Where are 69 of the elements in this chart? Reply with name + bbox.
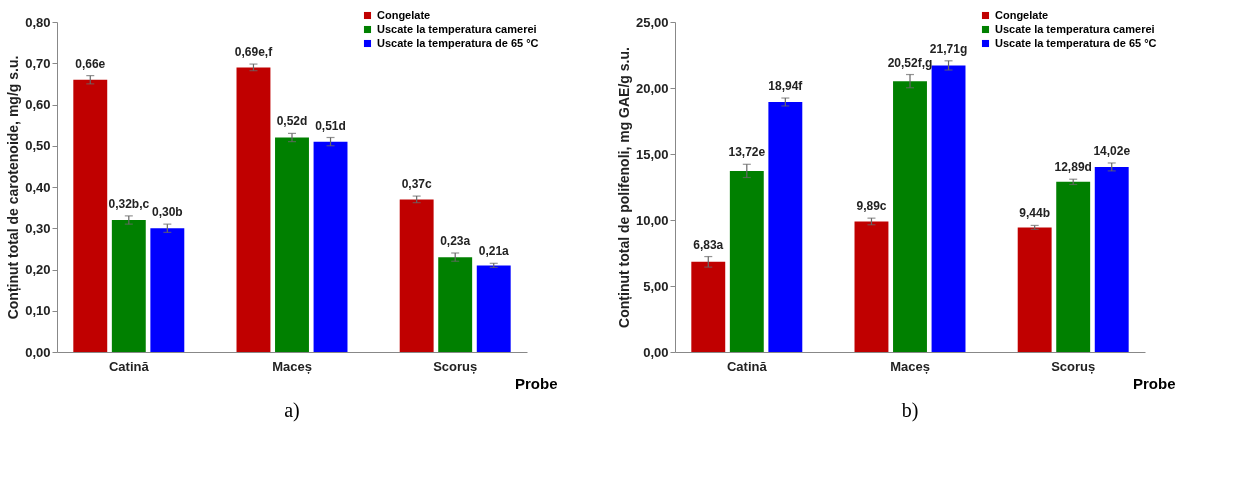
data-label: 0,21a [478,244,510,259]
bar [691,261,726,352]
data-label: 0,52d [276,114,308,129]
bar [729,170,764,352]
bar [1094,166,1129,352]
legend-label: Congelate [377,8,431,21]
data-label: 18,94f [768,79,804,94]
bar [150,228,185,352]
y-tick-label: 15,00 [635,146,669,162]
data-label: 0,32b,c [108,196,150,211]
x-tick-label: Maceș [272,358,312,374]
y-tick-label: 0,50 [25,138,51,154]
bar [893,81,927,352]
x-tick-label: Catină [108,358,150,374]
x-tick-label: Scoruș [433,358,478,374]
text: a) [284,399,300,422]
bar [275,137,309,352]
y-tick-label: 0,30 [25,220,51,236]
bar [931,65,966,352]
y-axis-title: Conținut total de polifenoli, mg GAE/g s.u. [615,47,632,328]
y-tick-label: 10,00 [635,212,669,228]
data-label: 0,69e,f [234,45,274,60]
data-label: 14,02e [1093,143,1131,158]
x-axis-title: Probe [514,374,558,392]
legend-label: Uscate la temperatura camerei [995,22,1155,35]
y-tick-label: 0,60 [25,97,51,112]
data-label: 0,66e [75,56,106,71]
bar [111,220,146,352]
legend-label: Uscate la temperatura de 65 °C [995,36,1157,49]
bar [1017,227,1052,352]
y-tick-label: 25,00 [635,14,669,30]
y-tick-label: 0,80 [25,14,51,30]
data-label: 6,83a [693,237,724,252]
bar [438,257,473,352]
data-label: 0,30b [151,205,183,220]
data-label: 0,23a [440,234,471,248]
bar [399,199,434,352]
bar [476,265,511,352]
y-tick-label: 0,40 [25,179,51,195]
x-tick-label: Maceș [890,358,930,374]
data-label: 12,89d [1054,160,1092,175]
x-axis-title: Probe [1132,374,1176,392]
data-label: 0,37c [401,177,432,192]
y-tick-label: 20,00 [635,80,669,96]
y-tick-label: 0,10 [25,303,51,319]
data-label: 20,52f,g [887,55,933,70]
bar [768,101,803,352]
data-label: 21,71g [929,41,968,56]
y-tick-label: 0,20 [25,262,51,277]
legend-label: Uscate la temperatura de 65 °C [377,36,539,49]
bar [73,79,108,352]
legend-label: Congelate [995,8,1049,21]
y-axis-title: Conținut total de carotenoide, mg/g s.u. [5,55,22,320]
y-tick-label: 5,00 [643,278,669,294]
x-tick-label: Scoruș [1051,358,1096,374]
bar [1056,181,1091,352]
data-label: 9,44b [1019,206,1051,221]
data-label: 13,72e [728,145,766,160]
data-label: 9,89c [856,199,887,214]
y-tick-label: 0,70 [25,55,51,71]
bar [313,141,348,352]
bar [854,221,889,352]
legend-label: Uscate la temperatura camerei [377,22,537,35]
text: b) [901,399,919,422]
x-tick-label: Catină [726,358,768,374]
bar [236,67,271,352]
data-label: 0,51d [315,118,346,133]
y-tick-label: 0,00 [25,344,51,360]
y-tick-label: 0,00 [643,344,669,360]
